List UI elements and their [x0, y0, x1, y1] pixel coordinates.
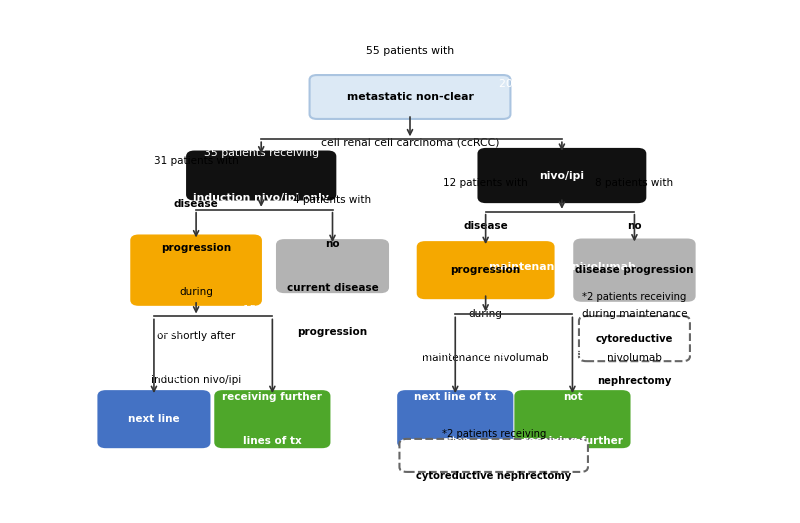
- Text: disease: disease: [174, 199, 218, 210]
- Text: after nivo/ipi: after nivo/ipi: [121, 502, 187, 511]
- Text: nivo/ipi: nivo/ipi: [539, 170, 584, 180]
- Text: not: not: [562, 392, 582, 402]
- FancyBboxPatch shape: [574, 240, 694, 301]
- Text: 12 patients with: 12 patients with: [443, 178, 528, 188]
- FancyBboxPatch shape: [515, 391, 630, 447]
- Text: current disease: current disease: [286, 283, 378, 293]
- Text: and receiving: and receiving: [525, 216, 599, 226]
- FancyBboxPatch shape: [399, 439, 588, 472]
- Text: receiving: receiving: [130, 370, 178, 380]
- Text: *2 patients receiving: *2 patients receiving: [442, 429, 546, 439]
- Text: no: no: [627, 221, 642, 231]
- Text: 4 patients with: 4 patients with: [294, 196, 371, 206]
- Text: 35 patients receiving: 35 patients receiving: [204, 147, 318, 158]
- Text: lines of tx: lines of tx: [543, 480, 602, 490]
- FancyBboxPatch shape: [187, 152, 335, 199]
- Text: 4 patients: 4 patients: [546, 348, 598, 358]
- Text: 16 patients: 16 patients: [124, 326, 183, 337]
- Text: induction nivo/ipi only: induction nivo/ipi only: [194, 194, 329, 203]
- FancyBboxPatch shape: [398, 391, 512, 447]
- Text: induction: induction: [534, 125, 590, 135]
- Text: 15 patients: 15 patients: [242, 305, 302, 315]
- Text: cell renal cell carcinoma (ccRCC): cell renal cell carcinoma (ccRCC): [321, 138, 499, 147]
- Text: after: after: [260, 480, 285, 490]
- FancyBboxPatch shape: [478, 149, 646, 202]
- Text: receiving further: receiving further: [222, 392, 322, 402]
- Text: nivo/ipi: nivo/ipi: [436, 480, 474, 490]
- Text: receiving further: receiving further: [522, 436, 622, 446]
- Text: induction nivo/ipi: induction nivo/ipi: [151, 374, 242, 384]
- Text: 8 patients receiving: 8 patients receiving: [403, 348, 507, 358]
- Text: progression: progression: [298, 327, 367, 337]
- Text: progression: progression: [450, 265, 521, 275]
- Text: maintenance nivolumab: maintenance nivolumab: [489, 262, 635, 271]
- Text: disease progression: disease progression: [575, 265, 694, 275]
- Text: metastatic non-clear: metastatic non-clear: [346, 92, 474, 102]
- Text: after: after: [443, 436, 468, 446]
- FancyBboxPatch shape: [215, 391, 330, 447]
- Text: next line: next line: [128, 414, 180, 424]
- Text: progression: progression: [161, 243, 231, 253]
- Text: 55 patients with: 55 patients with: [366, 47, 454, 56]
- Text: disease: disease: [463, 221, 508, 231]
- Text: or shortly after: or shortly after: [157, 331, 235, 341]
- Text: *2 patients receiving: *2 patients receiving: [582, 292, 686, 302]
- Text: maintenance nivolumab: maintenance nivolumab: [422, 353, 549, 363]
- Text: 31 patients with: 31 patients with: [154, 156, 238, 166]
- Text: of tx: of tx: [140, 458, 167, 468]
- FancyBboxPatch shape: [579, 316, 690, 361]
- FancyBboxPatch shape: [131, 235, 261, 305]
- Text: nephrectomy: nephrectomy: [598, 376, 672, 385]
- Text: during: during: [179, 287, 213, 297]
- FancyBboxPatch shape: [277, 240, 388, 292]
- FancyBboxPatch shape: [418, 242, 554, 298]
- Text: 8 patients with: 8 patients with: [595, 178, 674, 188]
- Text: 20 patients completing: 20 patients completing: [498, 79, 625, 89]
- Text: during: during: [469, 309, 502, 319]
- Text: during maintenance: during maintenance: [582, 309, 687, 319]
- Text: cytoreductive: cytoreductive: [596, 334, 673, 344]
- Text: nivolumab: nivolumab: [607, 353, 662, 363]
- FancyBboxPatch shape: [98, 391, 210, 447]
- Text: no: no: [325, 239, 340, 249]
- FancyBboxPatch shape: [310, 75, 510, 119]
- Text: next line of tx: next line of tx: [414, 392, 497, 402]
- Text: not: not: [262, 348, 282, 358]
- Text: cytoreductive nephrectomy: cytoreductive nephrectomy: [416, 471, 571, 482]
- Text: lines of tx: lines of tx: [243, 436, 302, 446]
